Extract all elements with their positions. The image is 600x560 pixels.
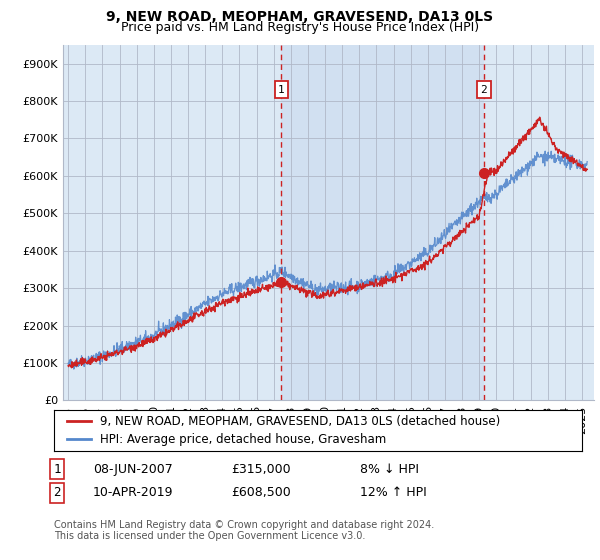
Text: £315,000: £315,000 [231, 463, 290, 476]
Text: Price paid vs. HM Land Registry's House Price Index (HPI): Price paid vs. HM Land Registry's House … [121, 21, 479, 34]
Text: 8% ↓ HPI: 8% ↓ HPI [360, 463, 419, 476]
Text: 9, NEW ROAD, MEOPHAM, GRAVESEND, DA13 0LS: 9, NEW ROAD, MEOPHAM, GRAVESEND, DA13 0L… [106, 10, 494, 24]
Text: 12% ↑ HPI: 12% ↑ HPI [360, 486, 427, 500]
Text: 2: 2 [53, 486, 61, 500]
Text: Contains HM Land Registry data © Crown copyright and database right 2024.
This d: Contains HM Land Registry data © Crown c… [54, 520, 434, 542]
Text: £608,500: £608,500 [231, 486, 291, 500]
Bar [281, 45, 484, 400]
Text: 1: 1 [53, 463, 61, 476]
Text: 10-APR-2019: 10-APR-2019 [93, 486, 173, 500]
Text: 08-JUN-2007: 08-JUN-2007 [93, 463, 173, 476]
Text: 2: 2 [481, 85, 487, 95]
Text: 1: 1 [278, 85, 284, 95]
Legend: 9, NEW ROAD, MEOPHAM, GRAVESEND, DA13 0LS (detached house), HPI: Average price, : 9, NEW ROAD, MEOPHAM, GRAVESEND, DA13 0L… [62, 410, 505, 451]
